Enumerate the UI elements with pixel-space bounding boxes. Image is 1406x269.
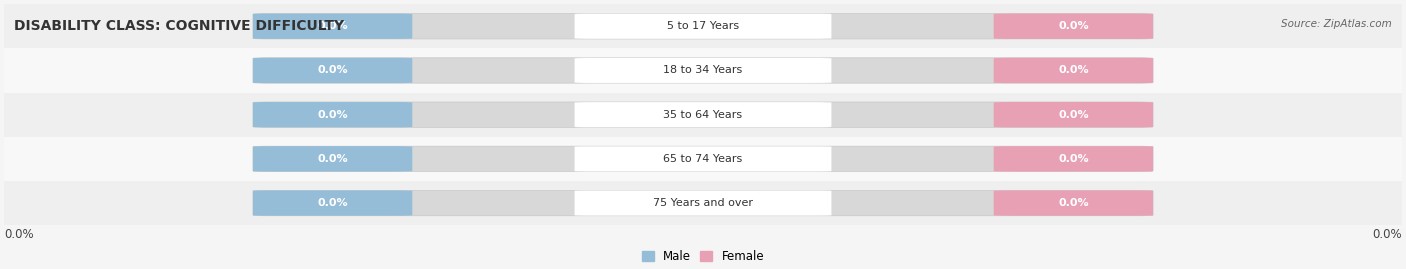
FancyBboxPatch shape [253,190,1153,216]
Text: 5 to 17 Years: 5 to 17 Years [666,21,740,31]
FancyBboxPatch shape [253,13,412,39]
Text: DISABILITY CLASS: COGNITIVE DIFFICULTY: DISABILITY CLASS: COGNITIVE DIFFICULTY [14,19,344,33]
FancyBboxPatch shape [575,190,831,216]
FancyBboxPatch shape [253,58,412,83]
FancyBboxPatch shape [253,13,1153,39]
Text: 0.0%: 0.0% [1059,21,1088,31]
FancyBboxPatch shape [253,102,412,127]
FancyBboxPatch shape [575,102,831,127]
FancyBboxPatch shape [994,58,1153,83]
Text: Source: ZipAtlas.com: Source: ZipAtlas.com [1281,19,1392,29]
FancyBboxPatch shape [253,58,1153,83]
Text: 0.0%: 0.0% [1372,228,1402,241]
Bar [4,93,1402,137]
FancyBboxPatch shape [575,58,831,83]
Bar [4,4,1402,48]
Text: 0.0%: 0.0% [1059,65,1088,76]
Bar [4,48,1402,93]
FancyBboxPatch shape [994,102,1153,127]
Text: 0.0%: 0.0% [1059,154,1088,164]
FancyBboxPatch shape [994,13,1153,39]
Bar [4,181,1402,225]
Text: 0.0%: 0.0% [1059,198,1088,208]
Legend: Male, Female: Male, Female [637,245,769,268]
FancyBboxPatch shape [994,190,1153,216]
Text: 65 to 74 Years: 65 to 74 Years [664,154,742,164]
Bar [4,137,1402,181]
FancyBboxPatch shape [253,146,1153,172]
Text: 75 Years and over: 75 Years and over [652,198,754,208]
Text: 18 to 34 Years: 18 to 34 Years [664,65,742,76]
FancyBboxPatch shape [575,146,831,172]
FancyBboxPatch shape [253,190,412,216]
FancyBboxPatch shape [575,13,831,39]
FancyBboxPatch shape [994,146,1153,172]
Text: 0.0%: 0.0% [318,65,347,76]
Text: 0.0%: 0.0% [318,198,347,208]
Text: 35 to 64 Years: 35 to 64 Years [664,110,742,120]
Text: 0.0%: 0.0% [318,21,347,31]
Text: 0.0%: 0.0% [4,228,34,241]
Text: 0.0%: 0.0% [318,154,347,164]
Text: 0.0%: 0.0% [1059,110,1088,120]
FancyBboxPatch shape [253,146,412,172]
Text: 0.0%: 0.0% [318,110,347,120]
FancyBboxPatch shape [253,102,1153,127]
